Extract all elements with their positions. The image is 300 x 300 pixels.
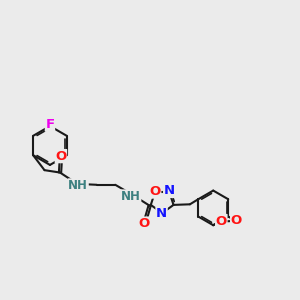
Text: O: O bbox=[138, 217, 149, 230]
Text: NH: NH bbox=[68, 179, 88, 192]
Text: F: F bbox=[45, 118, 55, 131]
Text: N: N bbox=[164, 184, 175, 197]
Text: O: O bbox=[216, 214, 227, 227]
Text: N: N bbox=[156, 207, 167, 220]
Text: O: O bbox=[231, 214, 242, 227]
Text: O: O bbox=[55, 150, 67, 163]
Text: O: O bbox=[149, 185, 161, 198]
Text: NH: NH bbox=[121, 190, 141, 203]
